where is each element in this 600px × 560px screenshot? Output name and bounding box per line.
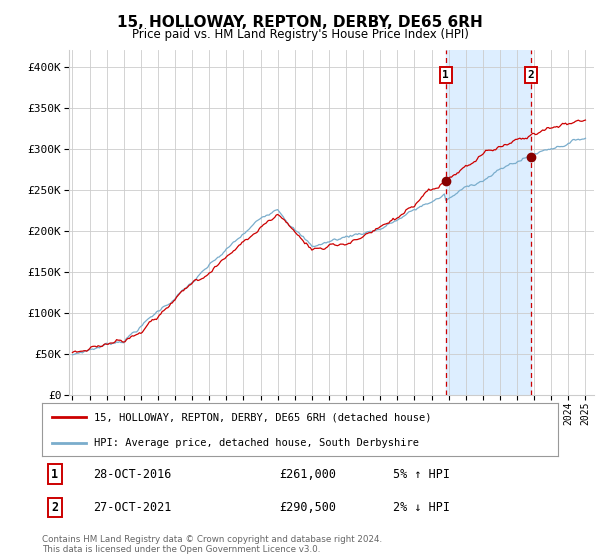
Text: HPI: Average price, detached house, South Derbyshire: HPI: Average price, detached house, Sout… xyxy=(94,437,419,447)
Text: Contains HM Land Registry data © Crown copyright and database right 2024.: Contains HM Land Registry data © Crown c… xyxy=(42,535,382,544)
Text: 15, HOLLOWAY, REPTON, DERBY, DE65 6RH: 15, HOLLOWAY, REPTON, DERBY, DE65 6RH xyxy=(117,15,483,30)
Text: 1: 1 xyxy=(442,70,449,80)
Bar xyxy=(446,50,531,395)
Text: 28-OCT-2016: 28-OCT-2016 xyxy=(94,468,172,480)
Text: £261,000: £261,000 xyxy=(280,468,337,480)
Text: £290,500: £290,500 xyxy=(280,501,337,514)
Text: 2: 2 xyxy=(52,501,58,514)
Text: 2% ↓ HPI: 2% ↓ HPI xyxy=(393,501,450,514)
Text: This data is licensed under the Open Government Licence v3.0.: This data is licensed under the Open Gov… xyxy=(42,545,320,554)
Text: 1: 1 xyxy=(52,468,58,480)
Text: 27-OCT-2021: 27-OCT-2021 xyxy=(94,501,172,514)
Text: Price paid vs. HM Land Registry's House Price Index (HPI): Price paid vs. HM Land Registry's House … xyxy=(131,28,469,41)
Text: 2: 2 xyxy=(528,70,535,80)
Text: 5% ↑ HPI: 5% ↑ HPI xyxy=(393,468,450,480)
Text: 15, HOLLOWAY, REPTON, DERBY, DE65 6RH (detached house): 15, HOLLOWAY, REPTON, DERBY, DE65 6RH (d… xyxy=(94,412,431,422)
